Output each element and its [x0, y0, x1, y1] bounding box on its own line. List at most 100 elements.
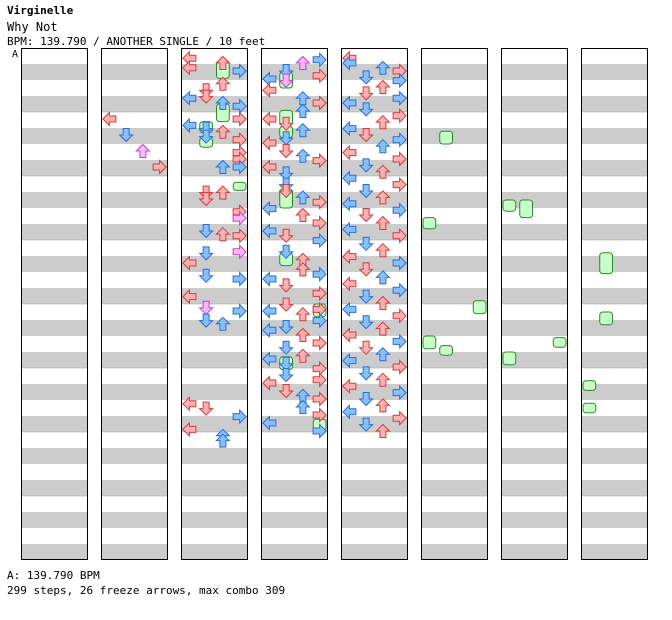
beat-stripe	[21, 64, 88, 80]
beat-stripe	[101, 224, 168, 240]
left-arrow-note	[342, 352, 357, 369]
up-arrow-note	[295, 103, 311, 118]
up-arrow-note	[375, 346, 391, 362]
beat-stripe	[341, 384, 408, 400]
down-arrow-note	[198, 224, 214, 239]
beat-stripe	[341, 544, 408, 560]
down-arrow-note	[198, 192, 214, 207]
beat-stripe	[181, 384, 248, 400]
down-arrow-note	[278, 184, 294, 199]
beat-stripe	[261, 160, 328, 176]
down-arrow-note	[358, 340, 374, 356]
left-arrow-note	[262, 303, 277, 319]
beat-stripe	[501, 288, 568, 304]
right-arrow-note	[152, 159, 167, 175]
up-arrow-note	[135, 143, 151, 158]
beat-stripe	[421, 480, 488, 496]
up-arrow-note	[295, 148, 311, 163]
beat-stripe	[101, 416, 168, 432]
down-arrow-note	[358, 417, 374, 432]
left-arrow-note	[342, 404, 357, 420]
left-arrow-note	[342, 196, 357, 212]
beat-stripe	[261, 96, 328, 112]
beat-stripe	[341, 352, 408, 368]
left-arrow-note	[262, 159, 277, 175]
up-arrow-note	[375, 295, 391, 310]
right-arrow-note	[232, 228, 247, 244]
beat-stripe	[21, 544, 88, 560]
down-arrow-note	[358, 184, 374, 199]
freeze-arrow	[552, 337, 567, 348]
left-arrow-note	[342, 248, 357, 265]
beat-stripe	[501, 64, 568, 80]
right-arrow-note	[392, 255, 407, 271]
down-arrow-note	[278, 228, 294, 244]
beat-stripe	[261, 512, 328, 528]
freeze-arrow	[502, 351, 517, 366]
right-arrow-note	[232, 271, 247, 287]
right-arrow-note	[312, 68, 327, 84]
beat-stripe	[421, 256, 488, 272]
beat-stripe	[421, 544, 488, 560]
up-arrow-note	[375, 372, 391, 387]
right-arrow-note	[392, 333, 407, 350]
down-arrow-note	[358, 315, 374, 330]
left-arrow-note	[262, 135, 277, 151]
beat-stripe	[101, 288, 168, 304]
beat-stripe	[181, 64, 248, 80]
up-arrow-note	[375, 164, 391, 179]
left-arrow-note	[262, 82, 277, 98]
beat-stripe	[581, 480, 648, 496]
beat-stripe	[181, 256, 248, 272]
column-border	[181, 48, 248, 560]
up-arrow-note	[375, 190, 391, 205]
beat-stripe	[501, 128, 568, 144]
right-arrow-note	[312, 215, 327, 231]
up-arrow-note	[215, 433, 231, 448]
beat-stripe	[101, 352, 168, 368]
beat-stripe	[341, 224, 408, 240]
right-arrow-note	[232, 210, 247, 226]
up-arrow-note	[295, 306, 311, 322]
freeze-arrow	[502, 199, 517, 212]
right-arrow-note	[392, 72, 407, 89]
right-arrow-note	[392, 308, 407, 324]
beat-stripe	[421, 192, 488, 208]
bpm-summary: A: 139.790 BPM	[7, 569, 100, 582]
left-arrow-note	[182, 288, 197, 305]
beat-stripe	[21, 128, 88, 144]
beat-stripe	[261, 288, 328, 304]
beat-stripe	[421, 512, 488, 528]
right-arrow-note	[392, 90, 407, 106]
down-arrow-note	[198, 89, 214, 104]
beat-stripe	[581, 288, 648, 304]
beat-stripe	[21, 96, 88, 112]
beat-stripe	[21, 256, 88, 272]
down-arrow-note	[358, 128, 374, 143]
right-arrow-note	[232, 159, 247, 175]
freeze-arrow	[472, 300, 487, 315]
beat-stripe	[261, 544, 328, 560]
down-arrow-note	[278, 368, 294, 383]
beat-stripe	[21, 224, 88, 240]
column-border	[341, 48, 408, 560]
beat-stripe	[341, 96, 408, 112]
column-border	[261, 48, 328, 560]
beat-stripe	[261, 64, 328, 80]
right-arrow-note	[392, 176, 407, 193]
beat-stripe	[581, 160, 648, 176]
up-arrow-note	[215, 316, 231, 331]
beat-stripe	[581, 512, 648, 528]
left-arrow-note	[182, 117, 197, 134]
up-arrow-note	[215, 159, 231, 174]
down-arrow-note	[358, 262, 374, 277]
beat-stripe	[501, 224, 568, 240]
beat-stripe	[101, 256, 168, 272]
beat-stripe	[581, 544, 648, 560]
beat-stripe	[101, 320, 168, 336]
beat-stripe	[261, 128, 328, 144]
up-arrow-note	[295, 399, 311, 414]
beat-stripe	[501, 544, 568, 560]
up-arrow-note	[215, 185, 231, 200]
column-border	[581, 48, 648, 560]
